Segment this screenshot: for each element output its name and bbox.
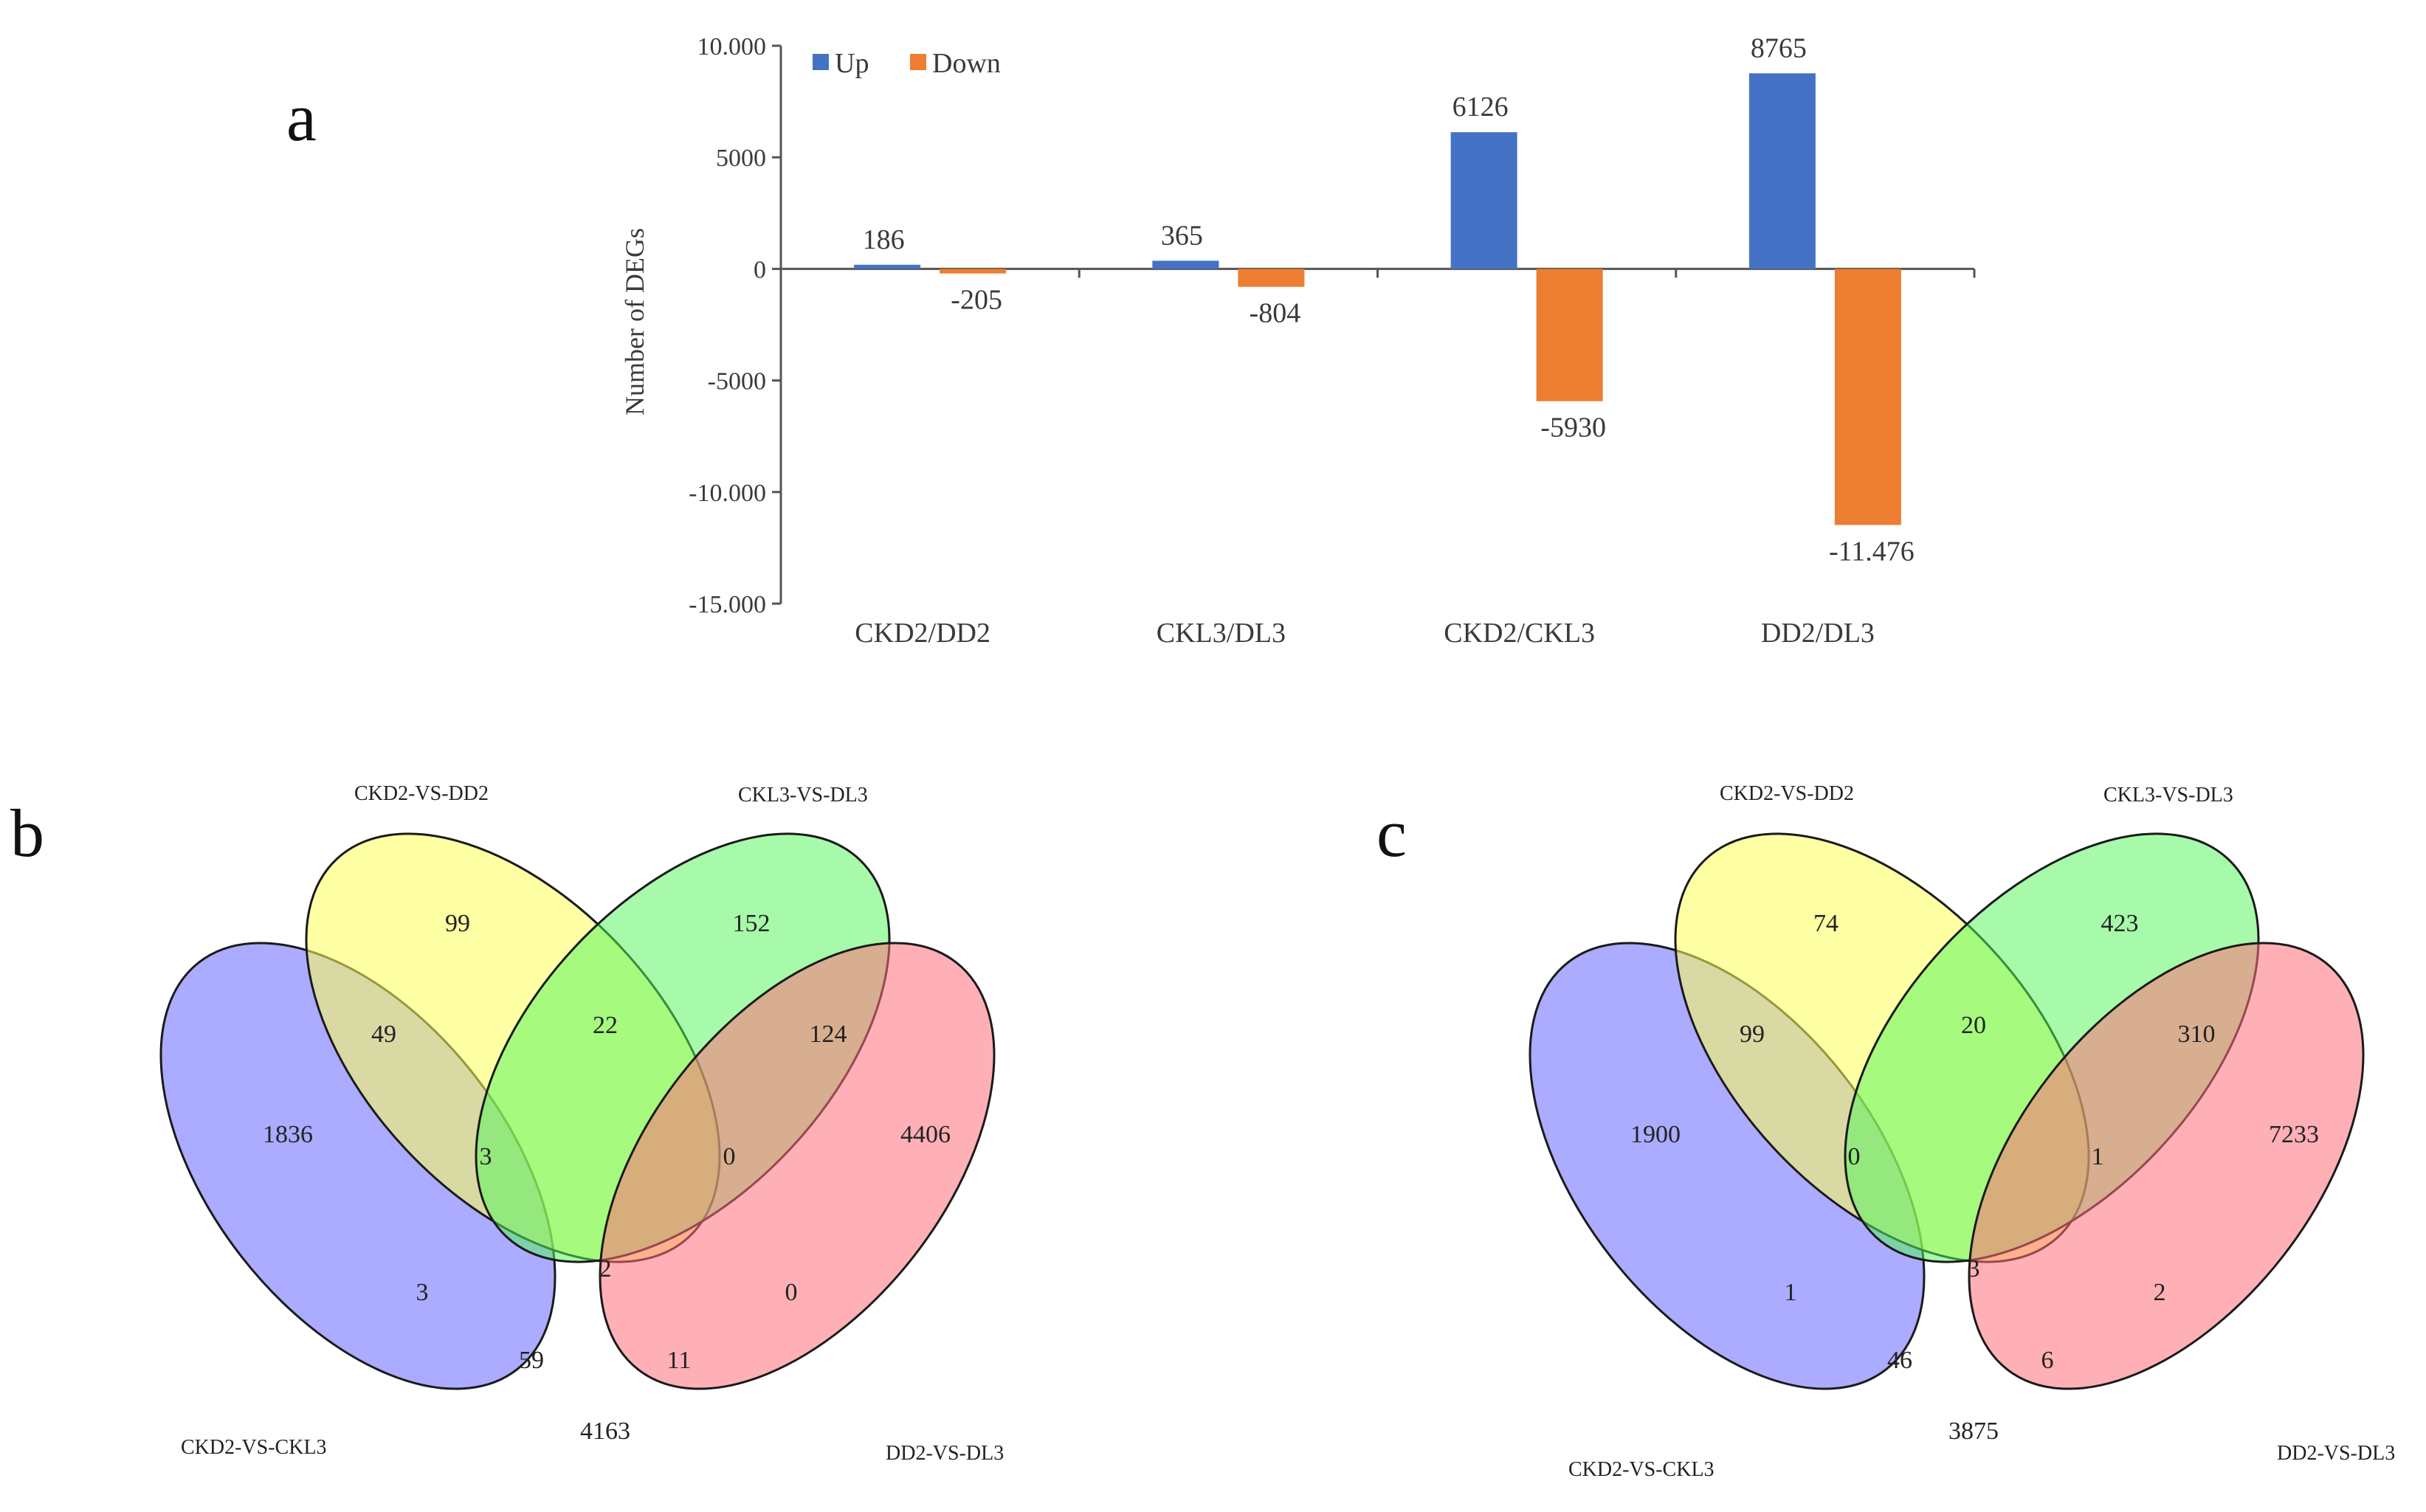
venn-c-region-cd: 310 (2178, 1021, 2216, 1048)
venn-diagram-c: CKD2-VS-DD2 CKL3-VS-DL3 CKD2-VS-CKL3 DD2… (1529, 782, 2395, 1481)
venn-c-region-b: 74 (1813, 910, 1839, 937)
data-label-up: 6126 (1453, 92, 1509, 122)
venn-c-region-ac: 1 (1785, 1279, 1797, 1306)
data-label-down: -5930 (1540, 412, 1606, 443)
venn-b-region-ad: 4163 (580, 1418, 630, 1445)
bar-down (1834, 269, 1901, 525)
y-tick-label: 5000 (716, 145, 766, 172)
venn-b-set-name-d: DD2-VS-DL3 (886, 1442, 1004, 1465)
x-category-label: DD2/DL3 (1761, 618, 1875, 649)
y-tick-label: -5000 (708, 368, 766, 396)
data-label-down: -205 (951, 285, 1002, 316)
x-category-label: CKD2/CKL3 (1444, 618, 1595, 649)
panel-letter-b: b (10, 795, 44, 871)
venn-c-region-ab: 99 (1740, 1021, 1765, 1048)
venn-b-region-bc: 22 (593, 1012, 618, 1039)
data-label-down: -11.476 (1829, 536, 1915, 567)
venn-c-set-name-d: DD2-VS-DL3 (2277, 1442, 2395, 1465)
venn-b-ellipse-d (599, 942, 996, 1390)
venn-b-region-ac: 3 (416, 1279, 429, 1306)
x-category-label: CKD2/DD2 (855, 618, 990, 649)
bar-chart: Up Down Number of DEGs 10.000 5000 0 -5000 -… (620, 32, 1976, 649)
venn-c-region-abd: 6 (2041, 1347, 2054, 1374)
venn-c-ellipse-d (1968, 942, 2365, 1390)
data-label-up: 186 (863, 224, 905, 255)
venn-b-region-a: 1836 (263, 1121, 313, 1148)
venn-c-set-name-b: CKD2-VS-DD2 (1720, 782, 1854, 805)
venn-c-set-name-a: CKD2-VS-CKL3 (1568, 1458, 1715, 1481)
y-tick-label: 0 (754, 256, 766, 283)
bar-down (1536, 269, 1603, 401)
venn-c-region-bd: 2 (2154, 1279, 2166, 1306)
venn-c-region-acd: 46 (1887, 1347, 1912, 1374)
venn-b-set-name-b: CKD2-VS-DD2 (354, 782, 489, 805)
venn-c-region-a: 1900 (1630, 1121, 1681, 1148)
bar-legend: Up Down (813, 48, 1001, 79)
venn-b-region-ab: 49 (371, 1021, 396, 1048)
venn-diagram-b: CKD2-VS-DD2 CKL3-VS-DL3 CKD2-VS-CKL3 DD2… (159, 782, 1004, 1465)
venn-c-region-bcd: 1 (2092, 1143, 2104, 1170)
venn-b-region-bcd: 0 (723, 1143, 736, 1170)
legend-up-label: Up (835, 48, 869, 79)
bar-up (1450, 132, 1517, 269)
venn-b-region-acd: 59 (519, 1347, 544, 1374)
legend-up-swatch (813, 54, 829, 70)
panel-letter-a: a (286, 80, 317, 155)
venn-b-region-b: 99 (445, 910, 470, 937)
bar-down (940, 269, 1007, 274)
bar-up (1152, 260, 1219, 269)
venn-b-region-cd: 124 (810, 1021, 847, 1048)
venn-b-region-d: 4406 (900, 1121, 951, 1148)
y-axis-label: Number of DEGs (620, 228, 649, 415)
bar-up (1748, 73, 1816, 269)
data-label-up: 365 (1161, 220, 1203, 251)
venn-c-region-ad: 3875 (1948, 1418, 1999, 1445)
venn-c-set-name-c: CKL3-VS-DL3 (2103, 784, 2233, 807)
legend-down-label: Down (932, 48, 1001, 79)
venn-b-region-abc: 3 (480, 1143, 492, 1170)
venn-c-region-d: 7233 (2269, 1121, 2319, 1148)
x-category-label: CKL3/DL3 (1157, 618, 1286, 649)
venn-c-region-abc: 0 (1848, 1143, 1861, 1170)
venn-b-region-bd: 0 (785, 1279, 798, 1306)
venn-b-region-c: 152 (733, 910, 771, 937)
panel-letter-c: c (1376, 795, 1407, 871)
venn-b-region-abcd: 2 (599, 1255, 612, 1283)
bar-up (854, 264, 921, 269)
legend-down-swatch (910, 54, 926, 70)
y-tick-label: 10.000 (697, 33, 767, 61)
venn-c-region-abcd: 3 (1968, 1255, 1980, 1283)
y-tick-label: -10.000 (689, 480, 766, 507)
venn-c-region-c: 423 (2101, 910, 2139, 937)
venn-b-set-name-a: CKD2-VS-CKL3 (181, 1436, 327, 1459)
bar-down (1238, 269, 1305, 287)
y-tick-label: -15.000 (689, 591, 766, 618)
data-label-down: -804 (1250, 298, 1301, 329)
venn-b-set-name-c: CKL3-VS-DL3 (738, 784, 868, 807)
venn-c-region-bc: 20 (1961, 1012, 1986, 1039)
venn-b-region-abd: 11 (667, 1347, 692, 1374)
data-label-up: 8765 (1751, 32, 1807, 63)
